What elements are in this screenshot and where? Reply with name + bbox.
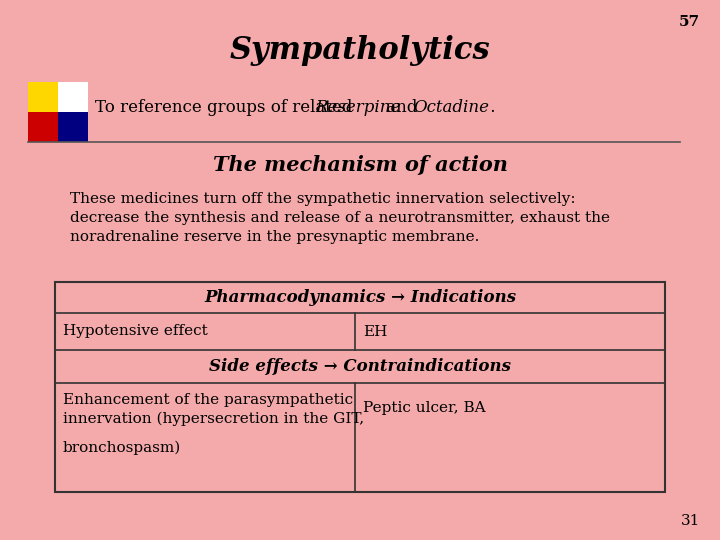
Text: Hypotensive effect: Hypotensive effect	[63, 325, 208, 339]
Bar	[28, 82, 58, 112]
Text: Octadine: Octadine	[413, 98, 489, 116]
Text: Enhancement of the parasympathetic: Enhancement of the parasympathetic	[63, 393, 353, 407]
Bar	[58, 82, 88, 112]
Text: noradrenaline reserve in the presynaptic membrane.: noradrenaline reserve in the presynaptic…	[70, 230, 480, 244]
Text: 31: 31	[680, 514, 700, 528]
Text: Sympatholytics: Sympatholytics	[230, 35, 490, 65]
Text: To reference groups of related: To reference groups of related	[95, 98, 358, 116]
Bar	[28, 112, 58, 142]
Text: Side effects → Contraindications: Side effects → Contraindications	[209, 358, 511, 375]
Text: bronchospasm): bronchospasm)	[63, 441, 181, 455]
Text: .: .	[485, 98, 495, 116]
Text: The mechanism of action: The mechanism of action	[212, 155, 508, 175]
Text: 57: 57	[679, 15, 700, 29]
Bar	[58, 112, 88, 142]
Text: decrease the synthesis and release of a neurotransmitter, exhaust the: decrease the synthesis and release of a …	[70, 211, 610, 225]
Text: EH: EH	[363, 325, 387, 339]
Text: Peptic ulcer, BA: Peptic ulcer, BA	[363, 401, 485, 415]
Text: and: and	[381, 98, 423, 116]
Bar	[55, 282, 665, 492]
Text: Reserpine: Reserpine	[315, 98, 400, 116]
Text: innervation (hypersecretion in the GIT,: innervation (hypersecretion in the GIT,	[63, 412, 364, 427]
Text: Pharmacodynamics → Indications: Pharmacodynamics → Indications	[204, 289, 516, 306]
Text: These medicines turn off the sympathetic innervation selectively:: These medicines turn off the sympathetic…	[70, 192, 575, 206]
